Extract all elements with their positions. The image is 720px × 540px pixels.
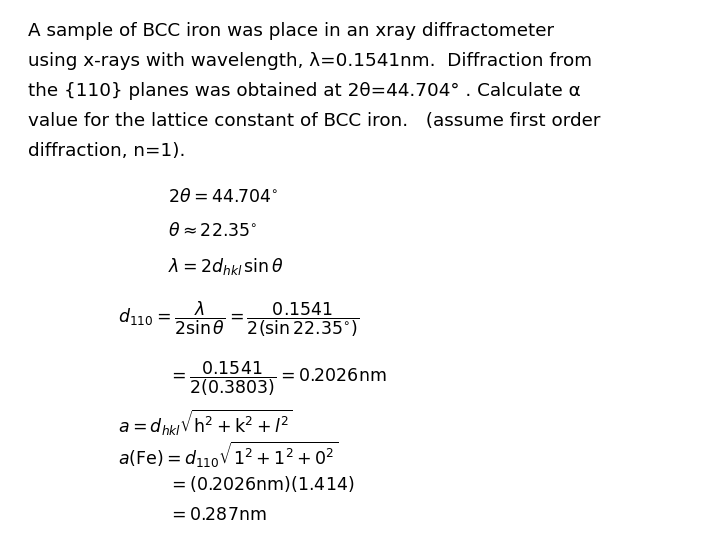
Text: value for the lattice constant of BCC iron.   (assume first order: value for the lattice constant of BCC ir… [28,112,600,130]
Text: $2\theta = 44.704^{\circ}$: $2\theta = 44.704^{\circ}$ [168,188,278,206]
Text: the {110} planes was obtained at 2θ=44.704° . Calculate α: the {110} planes was obtained at 2θ=44.7… [28,82,581,100]
Text: $= 0.287\mathrm{nm}$: $= 0.287\mathrm{nm}$ [168,506,266,524]
Text: $a(\mathrm{Fe}) = d_{110}\sqrt{1^{2} + 1^{2} + 0^{2}}$: $a(\mathrm{Fe}) = d_{110}\sqrt{1^{2} + 1… [118,440,338,470]
Text: using x-rays with wavelength, λ=0.1541nm.  Diffraction from: using x-rays with wavelength, λ=0.1541nm… [28,52,592,70]
Text: $d_{110} = \dfrac{\lambda}{2\sin\theta} = \dfrac{0.1541}{2(\sin 22.35^{\circ})}$: $d_{110} = \dfrac{\lambda}{2\sin\theta} … [118,300,359,340]
Text: A sample of BCC iron was place in an xray diffractometer: A sample of BCC iron was place in an xra… [28,22,554,40]
Text: $= (0.2026\mathrm{nm})(1.414)$: $= (0.2026\mathrm{nm})(1.414)$ [168,474,354,494]
Text: $a = d_{hkl}\sqrt{\mathrm{h}^{2} + \mathrm{k}^{2} + l^{2}}$: $a = d_{hkl}\sqrt{\mathrm{h}^{2} + \math… [118,408,293,438]
Text: diffraction, n=1).: diffraction, n=1). [28,142,185,160]
Text: $\lambda = 2d_{hkl}\,\sin\theta$: $\lambda = 2d_{hkl}\,\sin\theta$ [168,256,284,277]
Text: $\theta \approx 22.35^{\circ}$: $\theta \approx 22.35^{\circ}$ [168,222,258,240]
Text: $= \dfrac{0.1541}{2(0.3803)} = 0.2026\mathrm{nm}$: $= \dfrac{0.1541}{2(0.3803)} = 0.2026\ma… [168,360,387,399]
